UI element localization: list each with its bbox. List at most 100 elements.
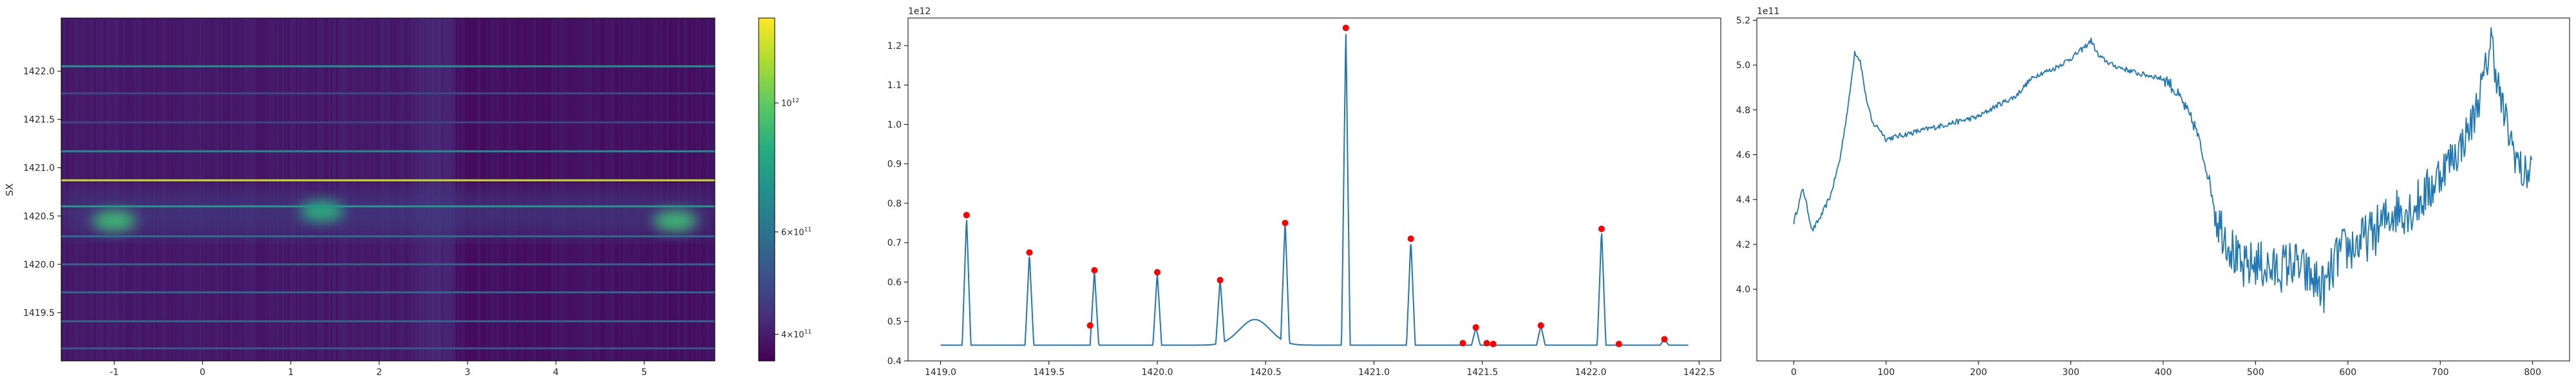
colorbar-tick-label: 1012 — [781, 98, 799, 109]
peaks-x-axis: 1419.0 1419.5 1420.0 1420.5 1421.0 1421.5 1422… — [925, 361, 1715, 378]
y-tick-label: 4.8 — [1736, 106, 1750, 116]
x-tick-label: 0 — [200, 367, 205, 378]
heatmap-row-line — [61, 291, 715, 293]
heatmap-frame — [61, 17, 715, 362]
x-tick-label: 1421.0 — [1358, 367, 1390, 378]
peaks-panel: 1419.0 1419.5 1420.0 1420.5 1421.0 1421.5 1422… — [887, 6, 1721, 378]
heatmap-x-axis: -1 0 1 2 3 4 5 — [109, 361, 647, 378]
y-tick-label: 4.2 — [1736, 240, 1750, 250]
peaks-y-axis: 0.4 0.5 0.6 0.7 0.8 0.9 1.0 1.1 1.2 — [887, 41, 908, 367]
peak-marker — [1615, 340, 1622, 347]
heatmap-row-line — [61, 205, 715, 208]
heatmap-row-line — [61, 92, 715, 95]
colorbar-ticks: 4×1011 6×1011 1012 — [775, 98, 811, 340]
y-tick-label: 4.6 — [1736, 151, 1750, 161]
x-tick-label: 200 — [1970, 367, 1987, 378]
peak-marker — [1661, 336, 1668, 343]
peak-marker — [1537, 322, 1544, 329]
peak-marker — [1217, 277, 1224, 284]
x-tick-label: 3 — [464, 367, 470, 378]
x-tick-label: 5 — [641, 367, 647, 378]
y-tick-label: 0.5 — [887, 317, 902, 327]
signal-y-axis: 4.0 4.2 4.4 4.6 4.8 5.0 5.2 — [1736, 15, 1757, 295]
x-tick-label: 500 — [2247, 367, 2264, 378]
y-tick-label: 1419.5 — [23, 308, 55, 318]
peak-marker — [1407, 235, 1414, 243]
peaks-offset-text: 1e12 — [908, 6, 931, 17]
y-tick-label: 1421.0 — [23, 163, 55, 174]
series-line — [940, 33, 1689, 346]
heatmap-row-line — [61, 235, 715, 237]
peak-marker — [1483, 340, 1490, 347]
heatmap-texture — [61, 18, 715, 361]
peak-marker — [1154, 269, 1161, 276]
peaks-frame — [907, 17, 1721, 362]
heatmap-y-axis: 1419.5 1420.0 1420.5 1421.0 1421.5 1422.0 — [23, 67, 61, 318]
x-tick-label: 1419.5 — [1033, 367, 1065, 378]
x-tick-label: 1420.5 — [1250, 367, 1282, 378]
y-tick-label: 0.7 — [887, 238, 902, 248]
x-tick-label: 700 — [2432, 367, 2449, 378]
y-tick-label: 1.2 — [887, 41, 902, 51]
y-tick-label: 0.9 — [887, 160, 902, 170]
x-tick-label: 1422.0 — [1575, 367, 1607, 378]
peak-marker — [1598, 225, 1605, 232]
peak-marker — [1342, 24, 1349, 32]
heatmap-image — [61, 18, 715, 361]
heatmap-panel: -1 0 1 2 3 4 5 1419.51420.01420.51421.01421.51… — [4, 17, 715, 378]
colorbar-gradient — [758, 17, 775, 362]
heatmap-row-line — [61, 263, 715, 266]
y-tick-label: 0.8 — [887, 199, 902, 209]
x-tick-label: 2 — [376, 367, 382, 378]
peak-marker — [1459, 340, 1466, 347]
peak-marker — [1086, 322, 1094, 329]
x-tick-label: 300 — [2062, 367, 2079, 378]
y-tick-label: 1421.5 — [23, 115, 55, 125]
signal-line — [1793, 27, 2533, 313]
peak-marker — [1026, 249, 1033, 256]
heatmap-row-line — [61, 65, 715, 68]
y-tick-label: 4.0 — [1736, 285, 1750, 295]
heatmap-row-line — [61, 150, 715, 152]
y-tick-label: 1.1 — [887, 80, 902, 91]
x-tick-label: 100 — [1877, 367, 1895, 378]
heatmap-hotspot — [299, 201, 344, 222]
heatmap-hotspot — [92, 210, 137, 232]
peak-marker — [1282, 219, 1289, 226]
signal-offset-text: 1e11 — [1757, 6, 1779, 17]
y-tick-label: 1422.0 — [23, 67, 55, 77]
x-tick-label: 1421.5 — [1466, 367, 1498, 378]
heatmap-row-line — [61, 179, 715, 181]
peak-marker — [1091, 267, 1098, 274]
x-tick-label: 4 — [553, 367, 559, 378]
y-tick-label: 1420.5 — [23, 212, 55, 222]
x-tick-label: 400 — [2155, 367, 2172, 378]
heatmap-y-label: SX — [4, 183, 15, 196]
heatmap-row-line — [61, 320, 715, 322]
peak-marker — [1472, 324, 1479, 331]
colorbar: 4×1011 6×1011 1012 — [758, 17, 811, 362]
heatmap-hotspot — [653, 210, 697, 232]
x-tick-label: 800 — [2524, 367, 2541, 378]
peak-marker — [1490, 340, 1497, 347]
x-tick-label: 1 — [288, 367, 294, 378]
heatmap-row-line — [61, 347, 715, 349]
y-tick-label: 4.4 — [1736, 195, 1750, 205]
peak-markers — [963, 24, 1668, 347]
x-tick-label: 600 — [2339, 367, 2356, 378]
y-tick-label: 5.0 — [1736, 60, 1750, 71]
signal-panel: 0 100 200 300 400 500 600 700 800 4.0 4.2 4.4 4.6 4.… — [1736, 6, 2570, 378]
x-tick-label: 1422.5 — [1683, 367, 1715, 378]
y-tick-label: 1420.0 — [23, 260, 55, 270]
colorbar-tick-label: 4×1011 — [781, 329, 811, 340]
colorbar-tick-label: 6×1011 — [781, 227, 811, 238]
signal-x-axis: 0 100 200 300 400 500 600 700 800 — [1791, 361, 2541, 378]
x-tick-label: -1 — [109, 367, 118, 378]
heatmap-row-line — [61, 121, 715, 124]
heatmap-band — [61, 192, 715, 235]
x-tick-label: 1419.0 — [925, 367, 956, 378]
x-tick-label: 0 — [1791, 367, 1797, 378]
y-tick-label: 1.0 — [887, 120, 902, 130]
x-tick-label: 1420.0 — [1142, 367, 1173, 378]
